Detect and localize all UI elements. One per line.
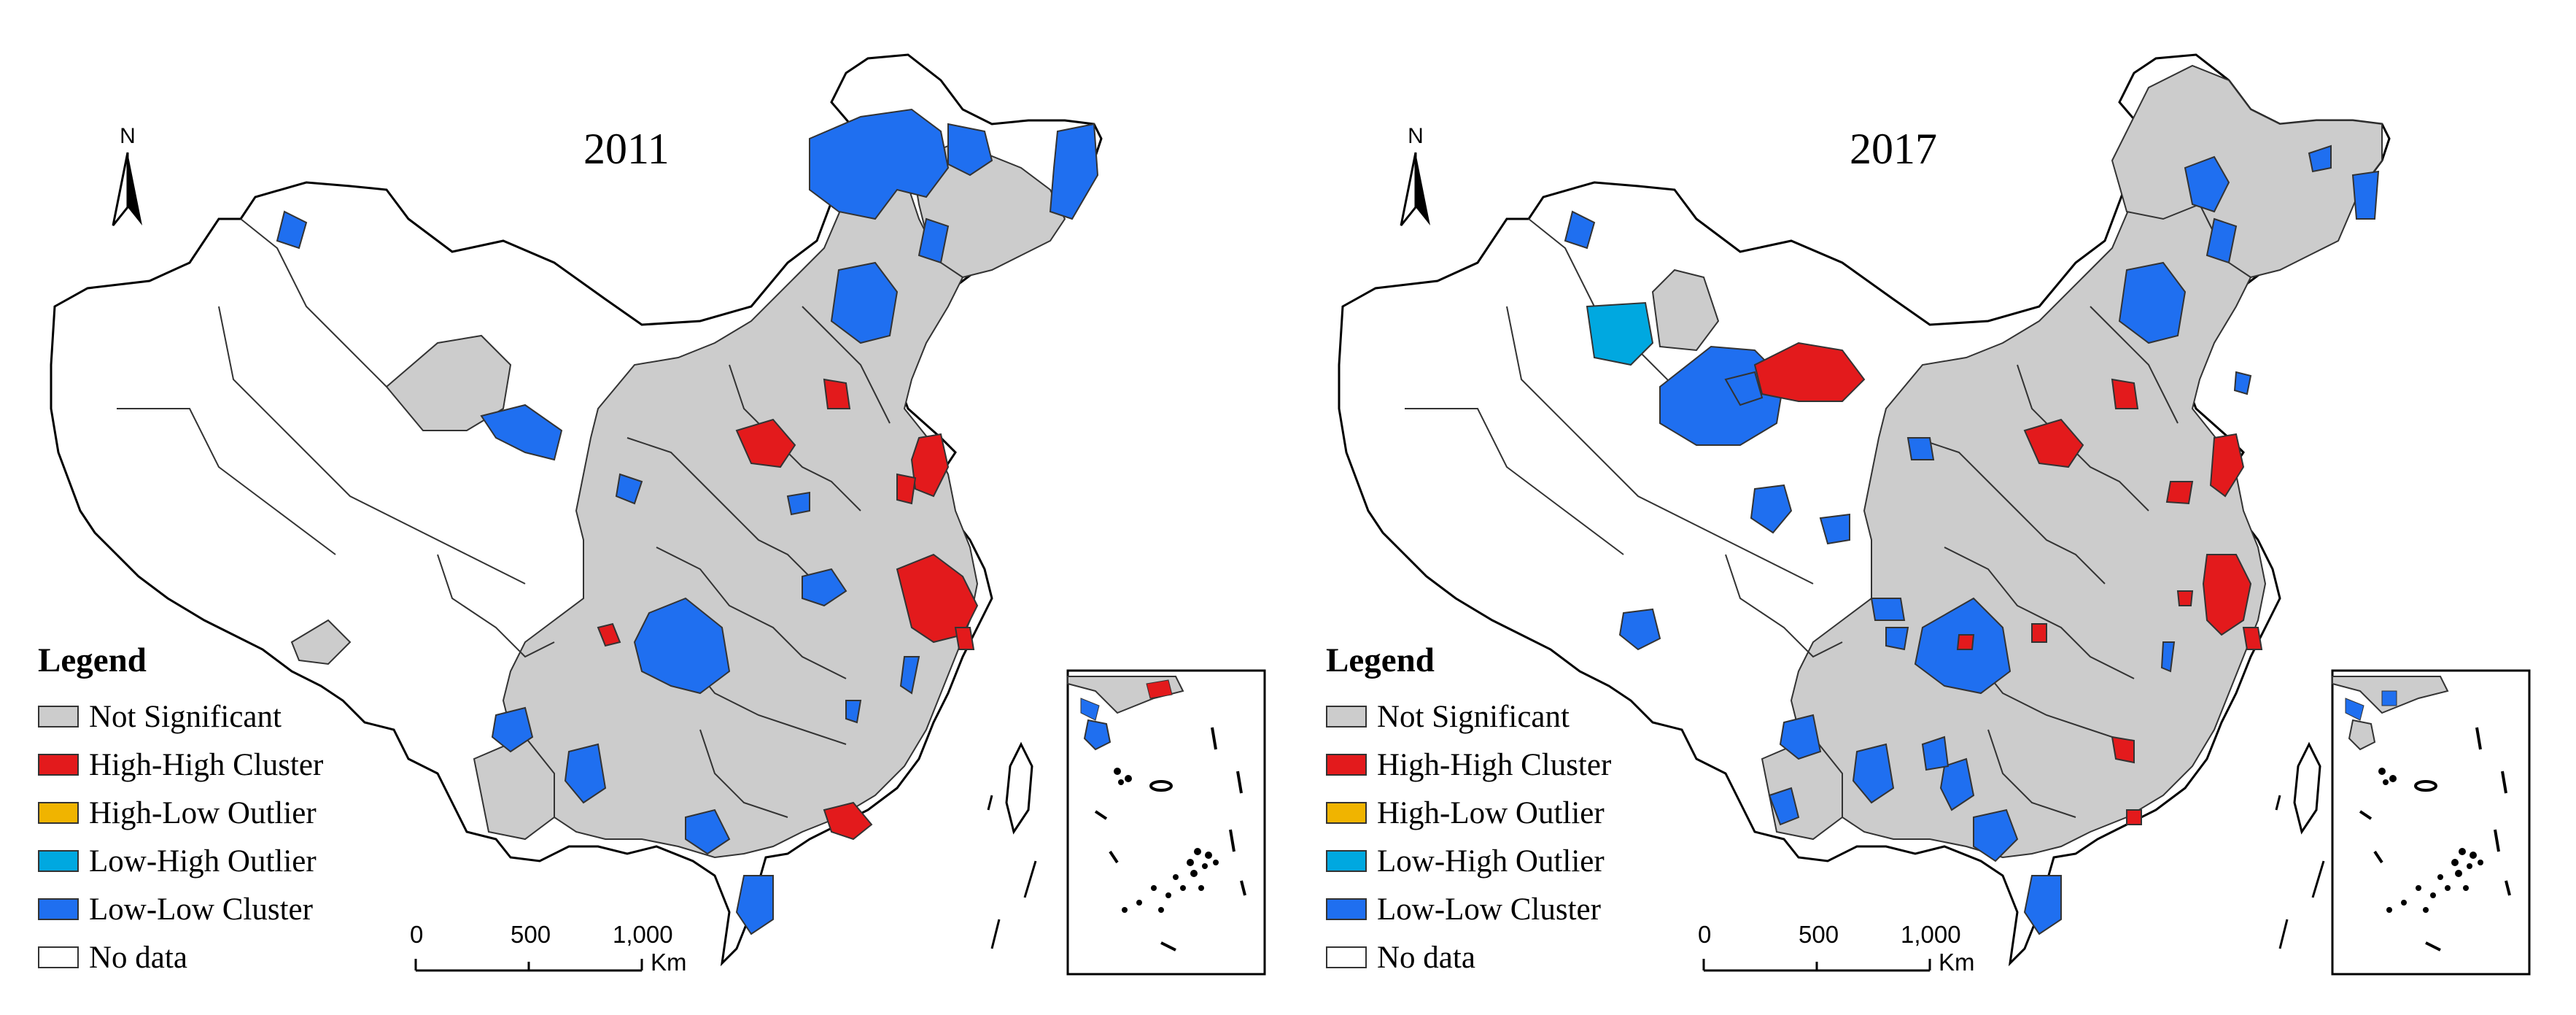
swatch-low-high	[38, 850, 79, 872]
internal-boundaries	[117, 218, 891, 818]
legend-title: Legend	[38, 641, 147, 679]
region-not-significant-tibet	[290, 619, 352, 665]
scale-tick-1000: 1,000	[1901, 921, 1961, 948]
legend-item-high-high: High-High Cluster	[1326, 746, 1611, 783]
scale-bar	[414, 959, 643, 972]
south-china-sea-inset	[2331, 669, 2531, 976]
legend-label: Low-High Outlier	[1377, 844, 1605, 879]
china-map-2017	[1338, 53, 2391, 967]
scale-tick-500: 500	[511, 921, 551, 948]
scale-bar	[1702, 959, 1931, 972]
high-high-regions	[597, 378, 979, 841]
swatch-low-low	[38, 898, 79, 920]
low-low-regions	[276, 108, 1099, 935]
region-not-significant-west	[385, 334, 512, 431]
north-arrow: N	[109, 124, 146, 235]
legend-item-not-significant: Not Significant	[1326, 698, 1570, 735]
swatch-not-significant	[38, 706, 79, 728]
map-panel-2017: N 2017 Legend Not Significant High-High …	[1288, 0, 2576, 1015]
legend-item-high-low: High-Low Outlier	[1326, 795, 1605, 831]
legend-item-high-high: High-High Cluster	[38, 746, 323, 783]
scale-tick-1000: 1,000	[613, 921, 673, 948]
legend-label: Low-High Outlier	[89, 844, 317, 879]
low-high-region	[1586, 301, 1654, 366]
map-panel-2011: N 2011 Legend Not Significant High-High …	[38, 53, 1266, 976]
year-label: 2017	[1850, 125, 1937, 173]
swatch-low-high	[1326, 850, 1367, 872]
north-arrow-icon	[1400, 152, 1430, 226]
scale-tick-500: 500	[1799, 921, 1839, 948]
china-map-2011	[50, 53, 1103, 967]
swatch-high-high	[1326, 754, 1367, 776]
legend-item-low-low: Low-Low Cluster	[1326, 891, 1601, 927]
north-label: N	[1408, 124, 1424, 148]
scale-tick-0: 0	[410, 921, 424, 948]
swatch-high-low	[1326, 802, 1367, 824]
high-high-regions	[1753, 341, 2263, 825]
taiwan-islands	[2275, 741, 2325, 949]
legend-item-no-data: No data	[38, 939, 187, 976]
legend-item-high-low: High-Low Outlier	[38, 795, 317, 831]
south-china-sea-inset	[1066, 669, 1266, 976]
taiwan-islands	[987, 741, 1037, 949]
legend-label: No data	[89, 940, 187, 975]
legend-item-low-high: Low-High Outlier	[1326, 843, 1605, 879]
north-arrow-icon	[112, 152, 142, 226]
low-low-regions	[1564, 144, 2380, 935]
legend-label: High-Low Outlier	[89, 795, 317, 830]
north-label: N	[120, 124, 136, 148]
legend-label: High-High Cluster	[89, 747, 324, 782]
year-label: 2011	[583, 125, 670, 173]
region-not-significant-xinjiang-east	[1651, 269, 1720, 352]
swatch-high-low	[38, 802, 79, 824]
swatch-high-high	[38, 754, 79, 776]
scale-unit: Km	[651, 949, 687, 976]
legend-item-low-high: Low-High Outlier	[38, 843, 317, 879]
swatch-not-significant	[1326, 706, 1367, 728]
legend-label: No data	[1377, 940, 1475, 975]
legend-item-low-low: Low-Low Cluster	[38, 891, 313, 927]
legend-label: High-High Cluster	[1377, 747, 1612, 782]
swatch-low-low	[1326, 898, 1367, 920]
legend-label: Low-Low Cluster	[1377, 892, 1601, 927]
legend-item-not-significant: Not Significant	[38, 698, 282, 735]
legend-label: Low-Low Cluster	[89, 892, 313, 927]
swatch-no-data	[1326, 946, 1367, 968]
swatch-no-data	[38, 946, 79, 968]
legend-label: Not Significant	[1377, 699, 1570, 734]
legend-title: Legend	[1326, 641, 1435, 679]
north-arrow: N	[1397, 124, 1434, 235]
legend-label: High-Low Outlier	[1377, 795, 1605, 830]
legend-item-no-data: No data	[1326, 939, 1475, 976]
legend-label: Not Significant	[89, 699, 282, 734]
scale-tick-0: 0	[1698, 921, 1712, 948]
scale-unit: Km	[1939, 949, 1975, 976]
